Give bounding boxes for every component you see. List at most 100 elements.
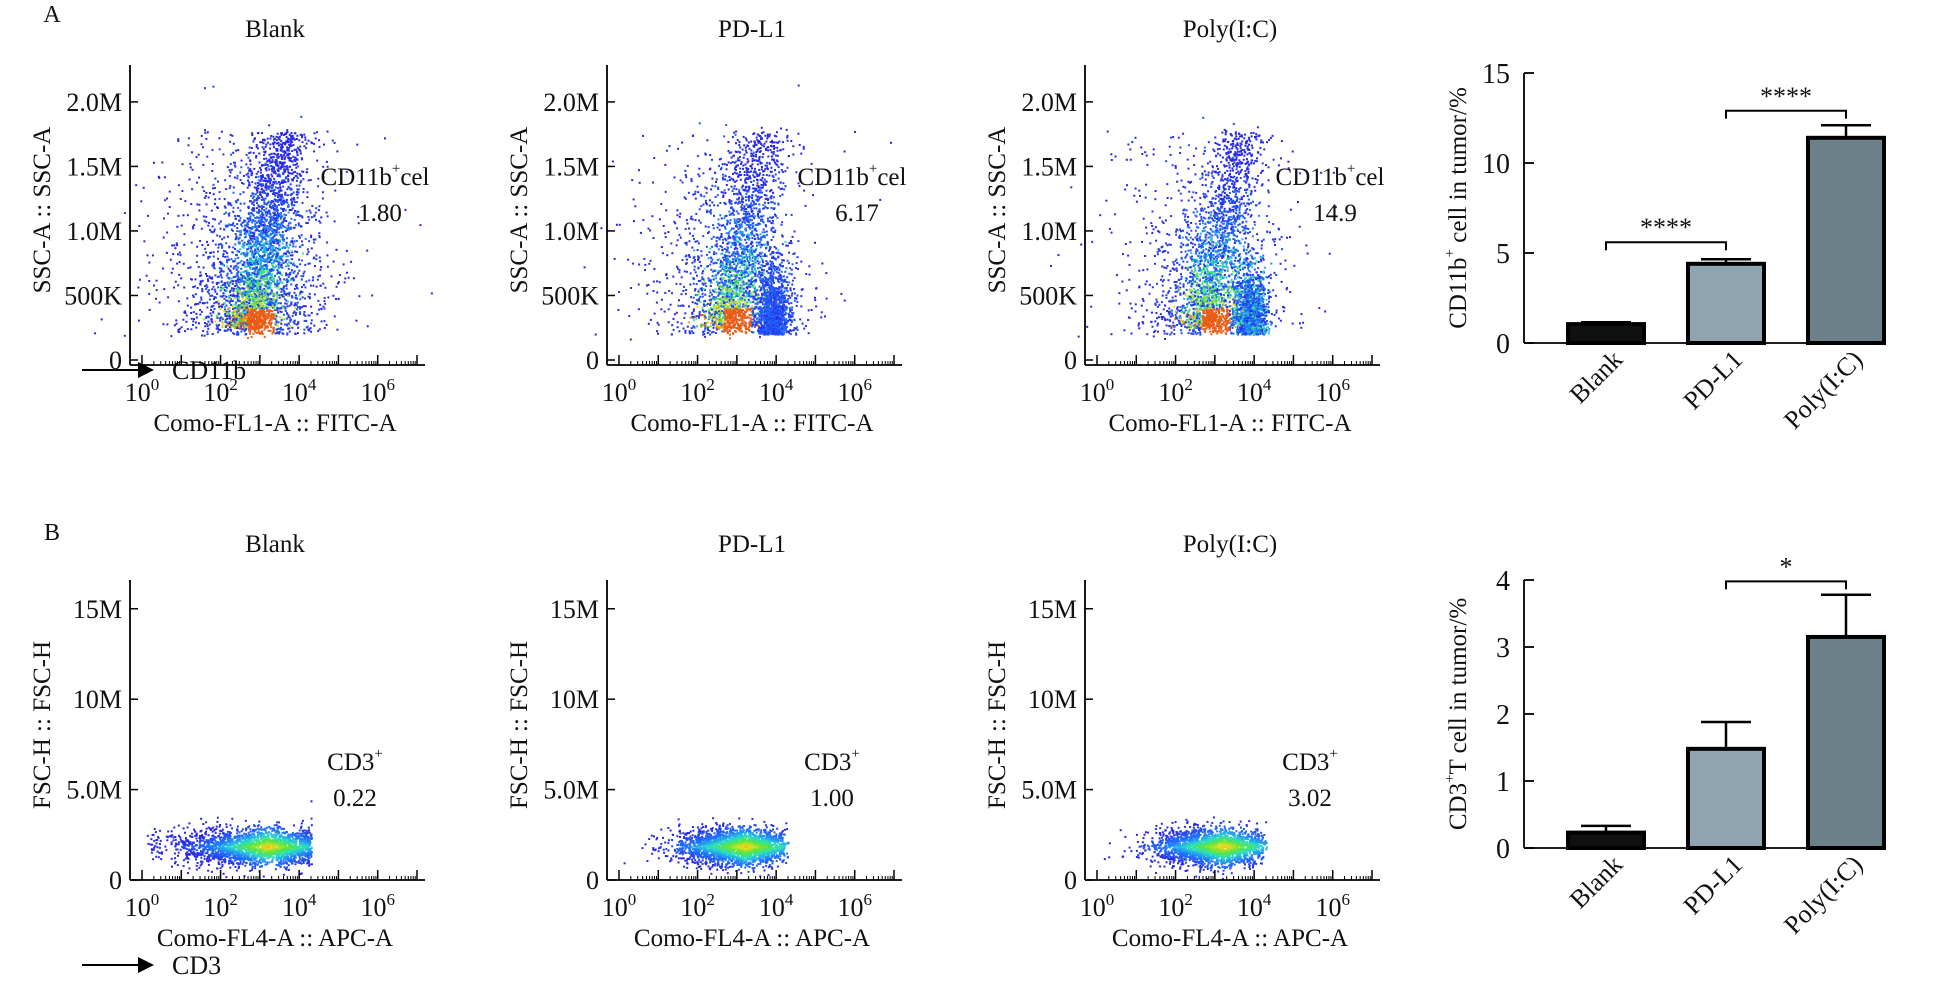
gate-label: CD11b+cel — [1276, 161, 1385, 191]
x-tick-label: 106 — [1315, 890, 1350, 922]
gate-value: 0.22 — [333, 785, 377, 812]
y-tick-label: 2 — [1496, 700, 1510, 731]
y-tick-label: 0 — [1064, 346, 1077, 375]
gate-value: 1.00 — [810, 785, 854, 812]
x-tick-label: 104 — [759, 890, 794, 922]
x-tick-label: 106 — [837, 375, 872, 407]
y-tick-label: 0 — [1064, 866, 1077, 895]
y-tick-label: 0 — [109, 866, 122, 895]
x-axis-label: Como-FL1-A :: FITC-A — [153, 410, 396, 437]
x-tick-label: 100 — [1080, 375, 1115, 407]
plot-title: Poly(I:C) — [1183, 16, 1277, 43]
y-tick-label: 2.0M — [1021, 88, 1077, 117]
y-tick-label: 0 — [586, 866, 599, 895]
y-tick-label: 1.0M — [543, 217, 599, 246]
bar-blank — [1568, 324, 1644, 343]
y-tick-label: 0 — [1496, 834, 1510, 865]
significance-bracket — [1726, 111, 1846, 119]
y-tick-label: 5.0M — [1021, 776, 1077, 805]
event-dots — [1050, 117, 1337, 340]
x-tick-label: 106 — [360, 375, 395, 407]
x-tick-label: 104 — [759, 375, 794, 407]
x-tick-label: 106 — [837, 890, 872, 922]
x-tick-label: 100 — [1080, 890, 1115, 922]
bar-chart-b: 0 1 2 3 4 Blank PD-L1 Poly(I:C) * CD3+T cell in t… — [1442, 552, 1884, 939]
y-axis-label: FSC-H :: FSC-H — [984, 641, 1011, 809]
x-axis-label: Como-FL1-A :: FITC-A — [1108, 410, 1351, 437]
x-tick-label: 102 — [203, 890, 238, 922]
y-axis-label: SSC-A :: SSC-A — [29, 127, 56, 294]
x-tick-label: PD-L1 — [1678, 850, 1749, 921]
y-tick-label: 0 — [586, 346, 599, 375]
y-tick-label: 1.5M — [66, 152, 122, 181]
y-tick-label: 15M — [73, 595, 122, 624]
y-tick-label: 2.0M — [543, 88, 599, 117]
y-tick-label: 1.5M — [1021, 152, 1077, 181]
y-tick-label: 0 — [109, 346, 122, 375]
gate-value: 6.17 — [835, 200, 879, 227]
y-tick-label: 0 — [1496, 329, 1510, 360]
plot-title: Blank — [245, 531, 305, 558]
y-tick-label: 15M — [1028, 595, 1077, 624]
x-tick-label: Poly(I:C) — [1778, 850, 1868, 940]
event-dots — [624, 817, 790, 877]
y-tick-label: 3 — [1496, 633, 1510, 664]
significance-bracket — [1606, 242, 1726, 250]
arrow-head — [138, 957, 154, 973]
plot-title: PD-L1 — [718, 16, 786, 43]
y-tick-label: 15 — [1482, 59, 1510, 90]
gate-label: CD11b+cel — [321, 161, 430, 191]
x-tick-label: 100 — [125, 890, 160, 922]
gate-label: CD3+ — [804, 746, 860, 776]
gate-label: CD11b+cel — [798, 161, 907, 191]
x-tick-label: 106 — [360, 890, 395, 922]
y-tick-label: 1 — [1496, 767, 1510, 798]
y-tick-label: 1.0M — [1021, 217, 1077, 246]
event-dots — [1104, 817, 1268, 881]
y-tick-label: 10M — [1028, 685, 1077, 714]
bar-pd-l1 — [1688, 264, 1764, 343]
plot-title: PD-L1 — [718, 531, 786, 558]
bar-poly-i-c- — [1808, 138, 1884, 343]
y-axis-label: CD3+T cell in tumor/% — [1442, 598, 1472, 830]
y-tick-label: 500K — [1019, 281, 1077, 310]
y-tick-label: 1.0M — [66, 217, 122, 246]
gate-label: CD3+ — [1282, 746, 1338, 776]
gate-value: 3.02 — [1288, 785, 1332, 812]
y-tick-label: 5.0M — [543, 776, 599, 805]
significance-label: * — [1780, 552, 1793, 581]
y-tick-label: 4 — [1496, 566, 1510, 597]
y-tick-label: 10 — [1482, 149, 1510, 180]
gate-value: 14.9 — [1313, 200, 1357, 227]
y-tick-label: 10M — [550, 685, 599, 714]
bar-blank — [1568, 833, 1644, 848]
y-tick-label: 500K — [541, 281, 599, 310]
x-tick-label: Poly(I:C) — [1778, 345, 1868, 435]
significance-bracket — [1726, 581, 1846, 589]
x-tick-label: Blank — [1564, 345, 1628, 409]
x-axis-label: Como-FL4-A :: APC-A — [157, 925, 393, 952]
x-tick-label: 102 — [203, 375, 238, 407]
bar-poly-i-c- — [1808, 637, 1884, 848]
plot-title: Blank — [245, 16, 305, 43]
y-axis-label: FSC-H :: FSC-H — [506, 641, 533, 809]
significance-label: **** — [1760, 82, 1812, 111]
gate-label: CD3+ — [327, 746, 383, 776]
x-axis-label: Como-FL4-A :: APC-A — [634, 925, 870, 952]
x-tick-label: 104 — [1237, 375, 1272, 407]
x-axis-label: Como-FL1-A :: FITC-A — [630, 410, 873, 437]
x-tick-label: 104 — [282, 375, 317, 407]
x-tick-label: 100 — [125, 375, 160, 407]
figure: ABCD11bCD3Blank0500K1.0M1.5M2.0M100 102 10… — [0, 0, 1949, 984]
x-tick-label: PD-L1 — [1678, 345, 1749, 416]
panel-label-a: A — [43, 2, 61, 28]
plot-title: Poly(I:C) — [1183, 531, 1277, 558]
x-tick-label: Blank — [1564, 850, 1628, 914]
bar-pd-l1 — [1688, 749, 1764, 848]
